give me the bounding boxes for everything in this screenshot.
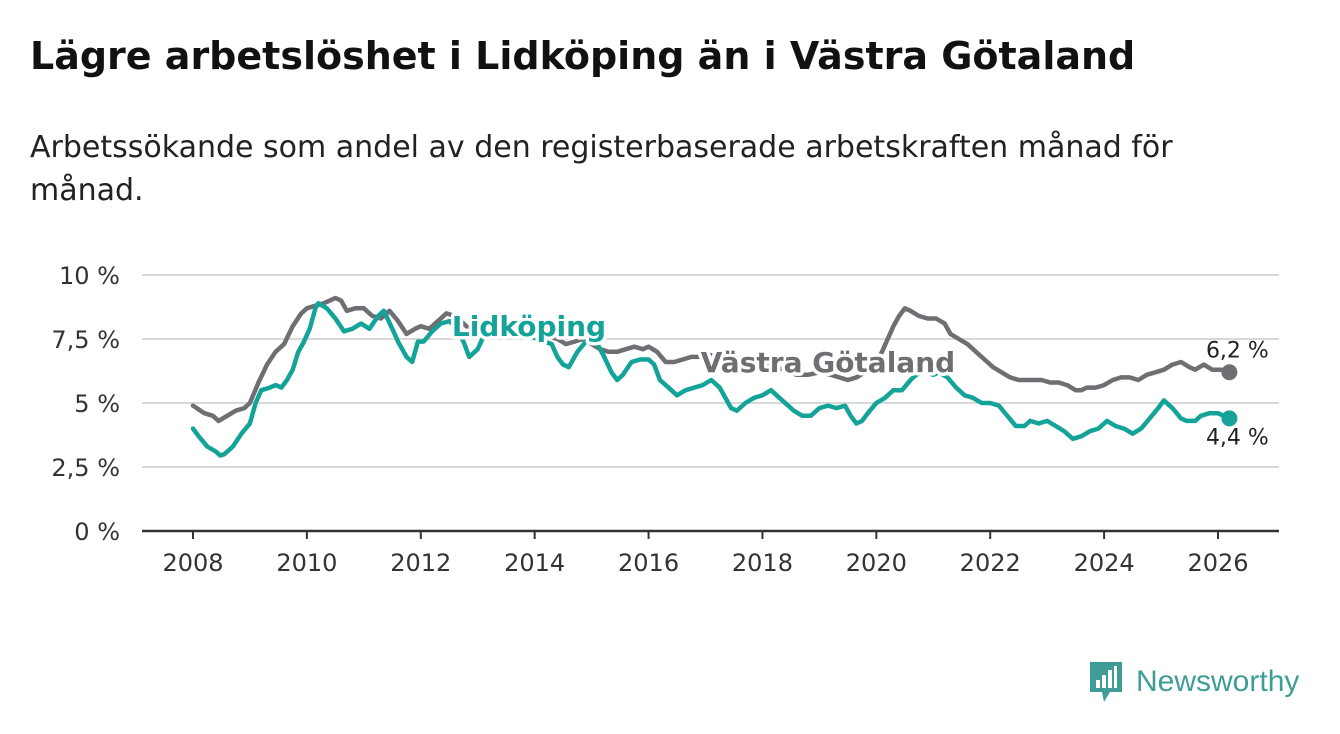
- x-tick-label: 2008: [162, 549, 223, 577]
- y-tick-label: 0 %: [74, 518, 120, 546]
- newsworthy-brand[interactable]: Newsworthy: [1088, 660, 1299, 704]
- end-value-label: 6,2 %: [1206, 338, 1269, 363]
- x-tick-label: 2026: [1187, 549, 1248, 577]
- x-tick-label: 2022: [960, 549, 1021, 577]
- newsworthy-wordmark: Newsworthy: [1136, 665, 1300, 698]
- y-axis-ticks: 0 % 2,5 % 5 % 7,5 % 10 %: [51, 262, 120, 546]
- series-lines: [190, 295, 1238, 458]
- series-name-label: Västra Götaland: [701, 346, 956, 379]
- series-end-marker-lidk-ping: [1221, 410, 1238, 427]
- y-tick-label: 5 %: [74, 390, 120, 418]
- x-tick-label: 2016: [618, 549, 679, 577]
- y-tick-label: 7,5 %: [51, 326, 120, 354]
- x-tick-label: 2010: [276, 549, 337, 577]
- line-chart: 0 % 2,5 % 5 % 7,5 % 10 % 2008 2010 2012 2014 201…: [51, 262, 1279, 577]
- x-tick-label: 2024: [1074, 549, 1135, 577]
- series-end-marker-v-stra-g-taland: [1221, 364, 1238, 381]
- chart-subtitle: Arbetssökande som andel av den registerb…: [30, 130, 1173, 208]
- x-tick-label: 2018: [732, 549, 793, 577]
- grid-lines: [142, 274, 1279, 468]
- series-annotations: Lidköping Västra Götaland 6,2 % 4,4 %: [448, 307, 1269, 451]
- x-axis: 2008 2010 2012 2014 2016 2018 2020 2022 2024 2026: [142, 529, 1279, 577]
- end-value-label: 4,4 %: [1206, 425, 1269, 450]
- newsworthy-logo-icon: [1090, 662, 1122, 702]
- series-name-label: Lidköping: [452, 310, 606, 343]
- x-tick-label: 2014: [504, 549, 565, 577]
- y-tick-label: 10 %: [59, 262, 120, 290]
- chart-title: Lägre arbetslöshet i Lidköping än i Väst…: [30, 34, 1136, 78]
- x-tick-label: 2020: [846, 549, 907, 577]
- series-line-v-stra-g-taland: [190, 295, 1232, 424]
- x-tick-label: 2012: [390, 549, 451, 577]
- series-line-lidk-ping: [190, 300, 1232, 458]
- y-tick-label: 2,5 %: [51, 454, 120, 482]
